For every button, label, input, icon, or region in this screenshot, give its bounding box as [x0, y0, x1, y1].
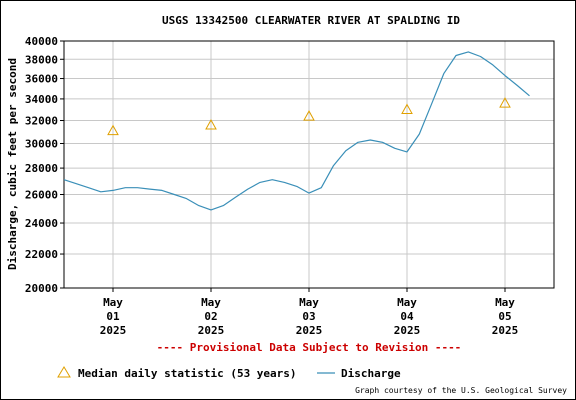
- x-tick-label: 01: [106, 310, 120, 323]
- y-tick-label: 28000: [25, 162, 58, 175]
- x-tick-label: 05: [498, 310, 511, 323]
- x-tick-label: May: [495, 296, 515, 309]
- median-marker: [205, 118, 217, 130]
- y-tick-label: 34000: [25, 93, 58, 106]
- provisional-note: ---- Provisional Data Subject to Revisio…: [157, 341, 462, 354]
- median-marker: [107, 124, 119, 136]
- x-tick-label: 2025: [394, 324, 421, 337]
- discharge-line: [63, 51, 530, 211]
- x-tick-label: 2025: [198, 324, 225, 337]
- x-tick-label: 03: [302, 310, 315, 323]
- y-tick-label: 24000: [25, 217, 58, 230]
- x-tick-label: 2025: [100, 324, 127, 337]
- y-tick-label: 38000: [25, 53, 58, 66]
- x-tick-label: May: [299, 296, 319, 309]
- legend-label-median: Median daily statistic (53 years): [78, 367, 297, 380]
- median-marker: [401, 103, 413, 115]
- y-tick-label: 36000: [25, 73, 58, 86]
- median-marker: [303, 110, 315, 121]
- y-axis-label: Discharge, cubic feet per second: [6, 58, 19, 270]
- chart-title: USGS 13342500 CLEARWATER RIVER AT SPALDI…: [162, 14, 460, 27]
- median-marker: [499, 97, 511, 108]
- legend-label-discharge: Discharge: [341, 367, 401, 380]
- x-tick-label: 04: [400, 310, 414, 323]
- y-tick-label: 26000: [25, 189, 58, 202]
- credit-note: Graph courtesy of the U.S. Geological Su…: [355, 386, 567, 395]
- x-tick-label: May: [201, 296, 221, 309]
- y-tick-label: 22000: [25, 248, 58, 261]
- median-markers: [107, 97, 511, 136]
- x-tick-label: 2025: [492, 324, 519, 337]
- y-axis: 20000 22000 24000 26000 28000 30000 32000 34000…: [25, 35, 64, 295]
- x-axis: May012025May022025May032025May042025May0…: [100, 288, 519, 337]
- grid-lines: [64, 40, 554, 289]
- x-tick-label: 2025: [296, 324, 323, 337]
- y-tick-label: 30000: [25, 138, 58, 151]
- y-tick-label: 20000: [25, 282, 58, 295]
- y-tick-label: 40000: [25, 35, 58, 48]
- series-layer: [63, 51, 530, 211]
- x-tick-label: May: [397, 296, 417, 309]
- legend: Median daily statistic (53 years) Discha…: [57, 366, 401, 380]
- x-tick-label: 02: [204, 310, 217, 323]
- legend-marker-median: [57, 366, 71, 378]
- x-tick-label: May: [103, 296, 123, 309]
- y-tick-label: 32000: [25, 115, 58, 128]
